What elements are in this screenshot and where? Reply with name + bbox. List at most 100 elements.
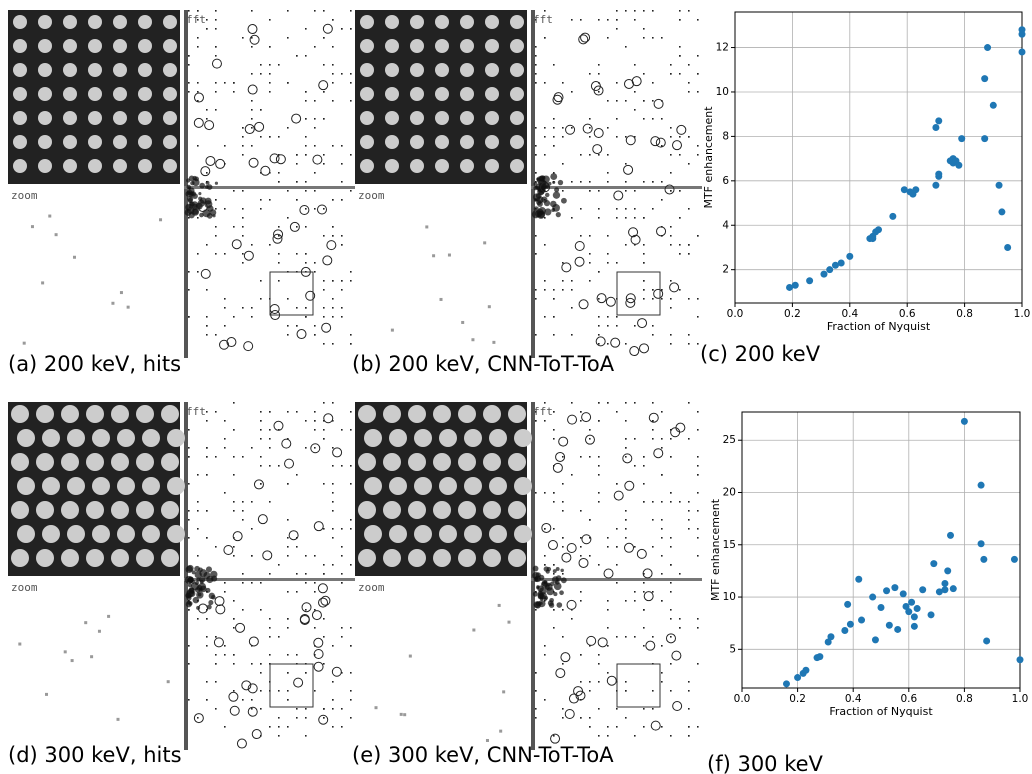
fft-circle [228, 691, 239, 702]
zoom-dot [117, 477, 135, 495]
fft-spot [589, 519, 591, 521]
fft-spot [643, 289, 645, 291]
fft-spot [341, 235, 343, 237]
fft-blob [555, 212, 561, 218]
fft-spot [535, 64, 537, 66]
fft-spot [188, 663, 190, 665]
fft-spot [580, 208, 582, 210]
fft-spot [242, 235, 244, 237]
zoom-dot [389, 477, 407, 495]
zoom-dot [111, 453, 129, 471]
fft-spot [670, 501, 672, 503]
zoom-dot [67, 477, 85, 495]
fft-circle [676, 124, 687, 135]
fft-spot [697, 298, 699, 300]
zoom-dot [136, 453, 154, 471]
fft-spot [332, 528, 334, 530]
fft-spot [625, 690, 627, 692]
fft-circle [318, 714, 329, 725]
fft-spot [616, 118, 618, 120]
fft-spot [634, 190, 636, 192]
axes-frame [741, 411, 1021, 689]
fft-circle [558, 436, 569, 447]
fft-spot [260, 109, 262, 111]
fft-spot [206, 244, 208, 246]
fft-spot [670, 663, 672, 665]
fft-spot [341, 289, 343, 291]
fft-spot [625, 217, 627, 219]
fft-spot [305, 735, 307, 737]
data-point [977, 540, 985, 548]
fft-spot [215, 708, 217, 710]
fft-spot [652, 289, 654, 291]
fft-spot [598, 420, 600, 422]
fft-spot [688, 136, 690, 138]
fft-spot [634, 19, 636, 21]
fft-blob [538, 599, 546, 608]
fft-spot [589, 136, 591, 138]
fft-circle [628, 227, 639, 238]
fft-blob [191, 570, 196, 575]
fft-blob [543, 200, 551, 207]
fft-spot [188, 519, 190, 521]
fft-spot [634, 10, 636, 12]
fft-spot [350, 100, 352, 102]
fft-circle [565, 124, 576, 135]
fft-spot [634, 91, 636, 93]
fft-spot [323, 163, 325, 165]
fft-spot [670, 582, 672, 584]
fft-circle [593, 128, 604, 139]
fft-blob [552, 191, 561, 199]
fft-circle [215, 158, 226, 169]
fft-spot [688, 244, 690, 246]
data-point [869, 235, 877, 243]
fft-circle [645, 640, 656, 651]
fft-spot [233, 600, 235, 602]
fft-spot [242, 226, 244, 228]
y-tick-label: 5 [729, 643, 736, 655]
zoom-dot [111, 549, 129, 567]
fft-spot [332, 510, 334, 512]
fft-spot [643, 483, 645, 485]
caption: (c) 200 keV [700, 342, 821, 366]
fft-spot [616, 217, 618, 219]
fft-spot [679, 217, 681, 219]
fft-spot [350, 672, 352, 674]
fft-spot [652, 208, 654, 210]
y-tick-label: 10 [716, 86, 729, 98]
fft-circle [299, 613, 310, 624]
fft-spot [688, 708, 690, 710]
data-point [900, 186, 908, 194]
fft-spot [571, 307, 573, 309]
fft-spot [296, 199, 298, 201]
fft-circle [241, 680, 252, 691]
fft-spot [305, 555, 307, 557]
fft-spot [670, 307, 672, 309]
zoom-dot [163, 135, 177, 149]
fft-spot [314, 145, 316, 147]
fft-spot [278, 235, 280, 237]
zoom-dot [510, 63, 524, 77]
fft-spot [688, 681, 690, 683]
fft-blob [211, 575, 218, 582]
zoom-dot [435, 135, 449, 149]
fft-circle [625, 135, 636, 146]
fft-spot [278, 226, 280, 228]
fft-blob [552, 569, 557, 573]
fft-blob [190, 181, 195, 186]
caption: (d) 300 keV, hits [8, 743, 182, 767]
zoom-dot [67, 525, 85, 543]
fft-spot [296, 546, 298, 548]
fft-spot [562, 483, 564, 485]
zoom-dot [408, 405, 426, 423]
data-point [820, 270, 828, 278]
fft-circle [581, 534, 592, 545]
fft-spot [224, 298, 226, 300]
fft-spot [679, 501, 681, 503]
y-tick-label: 15 [723, 539, 736, 551]
fft-circle [552, 462, 563, 473]
fft-spot [535, 298, 537, 300]
fft-spot [350, 429, 352, 431]
zoom-dot [142, 477, 160, 495]
fft-spot [269, 19, 271, 21]
